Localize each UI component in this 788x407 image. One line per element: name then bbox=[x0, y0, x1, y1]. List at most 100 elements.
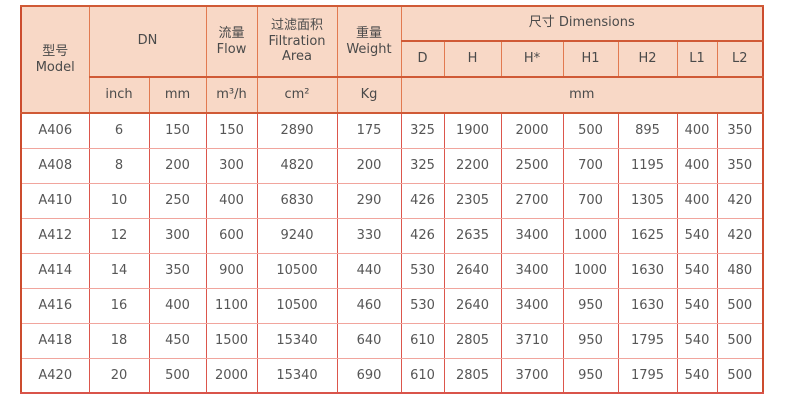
col-header-weight-en: Weight bbox=[346, 41, 392, 57]
flow-cell: 400 bbox=[205, 182, 258, 219]
unit-dn-mm: mm bbox=[148, 76, 207, 114]
dn-inch-cell: 16 bbox=[88, 287, 150, 324]
dim-l2-cell: 500 bbox=[716, 287, 764, 324]
spec-table-container: 型号 Model DN 流量 Flow 过滤面积 Filtration Area… bbox=[20, 5, 764, 394]
col-header-flow-en: Flow bbox=[216, 41, 247, 57]
dim-l1-cell: 540 bbox=[676, 217, 718, 254]
dim-h2-cell: 1195 bbox=[617, 147, 678, 184]
dim-d-cell: 426 bbox=[400, 217, 445, 254]
dn-inch-cell: 6 bbox=[88, 112, 150, 149]
model-cell: A410 bbox=[20, 182, 90, 219]
dn-inch-cell: 10 bbox=[88, 182, 150, 219]
dim-hstar-cell: 2000 bbox=[500, 112, 564, 149]
dim-l1-cell: 400 bbox=[676, 112, 718, 149]
dim-h2-cell: 1795 bbox=[617, 357, 678, 394]
model-cell: A412 bbox=[20, 217, 90, 254]
filtration-area-cell: 15340 bbox=[256, 322, 338, 359]
dim-hstar-cell: 3400 bbox=[500, 217, 564, 254]
dim-h2-cell: 1630 bbox=[617, 252, 678, 289]
model-cell: A418 bbox=[20, 322, 90, 359]
model-cell: A414 bbox=[20, 252, 90, 289]
table-row: A414 14 350 900 10500 440 530 2640 3400 … bbox=[20, 252, 764, 289]
dim-h1-cell: 500 bbox=[562, 112, 619, 149]
unit-filtration: cm² bbox=[256, 76, 338, 114]
dn-inch-cell: 14 bbox=[88, 252, 150, 289]
table-row: A408 8 200 300 4820 200 325 2200 2500 70… bbox=[20, 147, 764, 184]
col-header-dim-d: D bbox=[400, 40, 445, 78]
unit-dn-inch: inch bbox=[88, 76, 150, 114]
dim-hstar-cell: 2700 bbox=[500, 182, 564, 219]
dim-d-cell: 325 bbox=[400, 147, 445, 184]
flow-cell: 900 bbox=[205, 252, 258, 289]
col-header-filtration-en2: Area bbox=[282, 49, 312, 65]
model-cell: A420 bbox=[20, 357, 90, 394]
dim-h1-cell: 700 bbox=[562, 147, 619, 184]
filtration-area-cell: 10500 bbox=[256, 287, 338, 324]
weight-cell: 175 bbox=[336, 112, 402, 149]
dn-inch-cell: 18 bbox=[88, 322, 150, 359]
filtration-area-cell: 4820 bbox=[256, 147, 338, 184]
col-header-dim-h2: H2 bbox=[617, 40, 678, 78]
col-header-model-en: Model bbox=[35, 59, 75, 75]
col-header-dim-hstar: H* bbox=[500, 40, 564, 78]
col-header-dim-l2: L2 bbox=[716, 40, 764, 78]
dim-l1-cell: 400 bbox=[676, 147, 718, 184]
dim-h-cell: 2635 bbox=[443, 217, 502, 254]
filtration-area-cell: 10500 bbox=[256, 252, 338, 289]
dim-d-cell: 610 bbox=[400, 357, 445, 394]
unit-dimensions: mm bbox=[400, 76, 764, 114]
table-row: A420 20 500 2000 15340 690 610 2805 3700… bbox=[20, 357, 764, 394]
col-header-filtration-zh: 过滤面积 bbox=[270, 17, 323, 33]
dim-l2-cell: 350 bbox=[716, 147, 764, 184]
dim-l1-cell: 400 bbox=[676, 182, 718, 219]
unit-weight: Kg bbox=[336, 76, 402, 114]
dim-d-cell: 530 bbox=[400, 287, 445, 324]
weight-cell: 640 bbox=[336, 322, 402, 359]
dim-h2-cell: 895 bbox=[617, 112, 678, 149]
dn-inch-cell: 8 bbox=[88, 147, 150, 184]
col-header-dim-h1: H1 bbox=[562, 40, 619, 78]
dn-inch-cell: 20 bbox=[88, 357, 150, 394]
header-row-units: inch mm m³/h cm² Kg mm bbox=[21, 76, 764, 114]
model-cell: A406 bbox=[20, 112, 90, 149]
dim-l2-cell: 350 bbox=[716, 112, 764, 149]
col-header-dim-h: H bbox=[443, 40, 502, 78]
header-row-2: D H H* H1 H2 L1 L2 bbox=[21, 40, 764, 78]
dim-l1-cell: 540 bbox=[676, 287, 718, 324]
spec-table: 型号 Model DN 流量 Flow 过滤面积 Filtration Area… bbox=[20, 5, 764, 394]
dim-h-cell: 2805 bbox=[443, 357, 502, 394]
dim-h1-cell: 1000 bbox=[562, 217, 619, 254]
header-row-1: 型号 Model DN 流量 Flow 过滤面积 Filtration Area… bbox=[20, 5, 764, 114]
dn-inch-cell: 12 bbox=[88, 217, 150, 254]
col-header-filtration-en1: Filtration bbox=[268, 33, 326, 49]
dim-h2-cell: 1625 bbox=[617, 217, 678, 254]
flow-cell: 300 bbox=[205, 147, 258, 184]
weight-cell: 290 bbox=[336, 182, 402, 219]
dim-h1-cell: 950 bbox=[562, 287, 619, 324]
flow-cell: 2000 bbox=[205, 357, 258, 394]
dim-l1-cell: 540 bbox=[676, 322, 718, 359]
flow-cell: 1500 bbox=[205, 322, 258, 359]
weight-cell: 690 bbox=[336, 357, 402, 394]
table-row: A412 12 300 600 9240 330 426 2635 3400 1… bbox=[20, 217, 764, 254]
flow-cell: 600 bbox=[205, 217, 258, 254]
dim-h1-cell: 950 bbox=[562, 322, 619, 359]
dim-hstar-cell: 3400 bbox=[500, 287, 564, 324]
table-row: A410 10 250 400 6830 290 426 2305 2700 7… bbox=[20, 182, 764, 219]
col-header-dim-l1: L1 bbox=[676, 40, 718, 78]
table-body: A406 6 150 150 2890 175 325 1900 2000 50… bbox=[20, 112, 764, 394]
dim-l2-cell: 500 bbox=[716, 322, 764, 359]
col-header-filtration-area: 过滤面积 Filtration Area bbox=[256, 5, 338, 78]
filtration-area-cell: 9240 bbox=[256, 217, 338, 254]
dim-h-cell: 2805 bbox=[443, 322, 502, 359]
dim-l1-cell: 540 bbox=[676, 357, 718, 394]
model-cell: A416 bbox=[20, 287, 90, 324]
table-header: 型号 Model DN 流量 Flow 过滤面积 Filtration Area… bbox=[20, 5, 764, 114]
dim-h2-cell: 1795 bbox=[617, 322, 678, 359]
dim-h-cell: 1900 bbox=[443, 112, 502, 149]
dim-l2-cell: 500 bbox=[716, 357, 764, 394]
table-row: A418 18 450 1500 15340 640 610 2805 3710… bbox=[20, 322, 764, 359]
col-header-model-zh: 型号 bbox=[42, 43, 69, 59]
filtration-area-cell: 2890 bbox=[256, 112, 338, 149]
table-row: A406 6 150 150 2890 175 325 1900 2000 50… bbox=[20, 112, 764, 149]
